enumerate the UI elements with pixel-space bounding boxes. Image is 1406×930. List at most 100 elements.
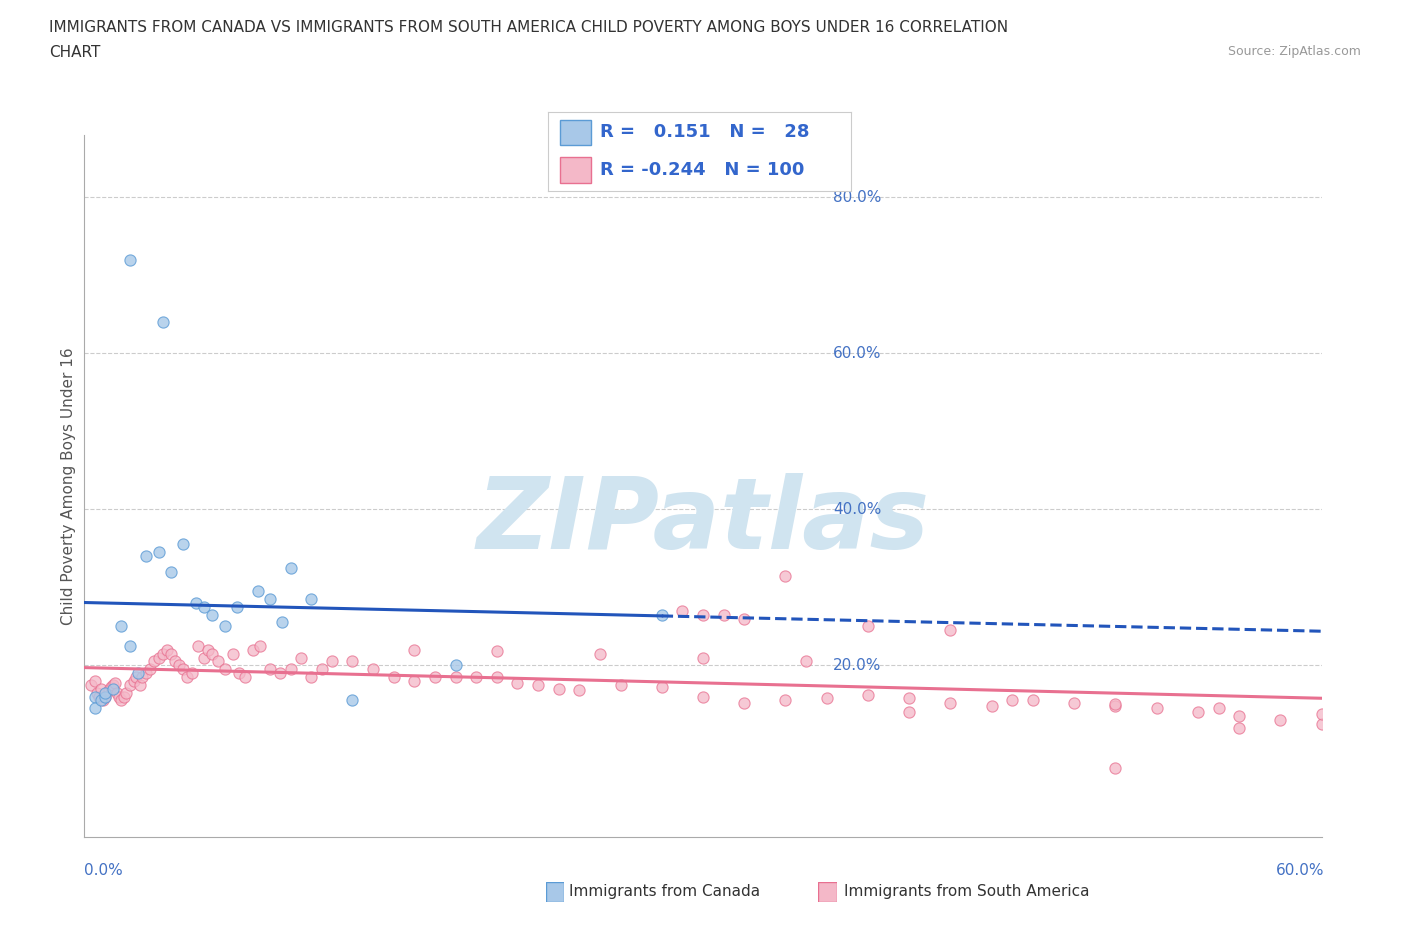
Point xyxy=(98,683,121,698)
Point xyxy=(90,682,112,697)
Point xyxy=(129,677,152,692)
Point xyxy=(201,607,224,622)
Point xyxy=(94,689,117,704)
Point xyxy=(939,623,962,638)
Point xyxy=(94,689,117,704)
Point xyxy=(815,691,838,706)
Point xyxy=(506,675,529,690)
Point xyxy=(423,670,446,684)
Point xyxy=(139,662,162,677)
Point xyxy=(242,643,264,658)
Point xyxy=(87,689,110,704)
Point xyxy=(118,638,141,653)
Point xyxy=(83,673,105,688)
Point xyxy=(280,662,302,677)
Point xyxy=(226,600,249,615)
Point xyxy=(444,658,467,672)
Point xyxy=(193,650,215,665)
Point xyxy=(86,685,108,700)
Point xyxy=(775,693,797,708)
Point xyxy=(148,545,170,560)
Point xyxy=(125,670,148,684)
Point xyxy=(898,691,921,706)
Point xyxy=(104,675,127,690)
Point xyxy=(187,638,209,653)
Point xyxy=(1146,701,1168,716)
Point xyxy=(1022,693,1045,708)
Point xyxy=(201,646,224,661)
Point xyxy=(1104,697,1126,711)
Text: 40.0%: 40.0% xyxy=(832,502,882,517)
Point xyxy=(1063,696,1085,711)
Point xyxy=(271,615,294,630)
Point xyxy=(651,680,673,695)
Point xyxy=(160,646,183,661)
Point xyxy=(485,670,508,684)
Point xyxy=(79,677,101,692)
Point xyxy=(90,693,112,708)
Point xyxy=(775,568,797,583)
Point xyxy=(83,689,105,704)
Text: ZIPatlas: ZIPatlas xyxy=(477,472,929,569)
Point xyxy=(233,670,256,684)
Point xyxy=(91,693,114,708)
Point xyxy=(105,685,128,700)
Text: Source: ZipAtlas.com: Source: ZipAtlas.com xyxy=(1227,45,1361,58)
Point xyxy=(156,643,179,658)
Point xyxy=(152,314,174,329)
Point xyxy=(1227,721,1250,736)
Point xyxy=(118,677,141,692)
Point xyxy=(692,689,714,704)
Point xyxy=(110,693,132,708)
Bar xyxy=(561,157,591,182)
Point xyxy=(172,537,194,551)
Point xyxy=(1187,705,1209,720)
Point xyxy=(651,607,673,622)
Point xyxy=(103,682,125,697)
Point xyxy=(108,689,131,704)
Point xyxy=(299,591,322,606)
Bar xyxy=(561,120,591,145)
Point xyxy=(1104,761,1126,776)
Point xyxy=(465,670,488,684)
Text: Immigrants from Canada: Immigrants from Canada xyxy=(569,884,761,899)
Point xyxy=(127,666,149,681)
Point xyxy=(103,677,125,692)
Point xyxy=(404,673,426,688)
Point xyxy=(228,666,250,681)
Point xyxy=(180,666,202,681)
Point xyxy=(176,670,198,684)
Point xyxy=(269,666,291,681)
Point xyxy=(259,591,281,606)
Point xyxy=(1227,709,1250,724)
Point xyxy=(856,687,879,702)
Point xyxy=(1270,712,1292,727)
Point xyxy=(114,685,136,700)
Y-axis label: Child Poverty Among Boys Under 16: Child Poverty Among Boys Under 16 xyxy=(60,347,76,625)
Point xyxy=(1310,706,1333,721)
Point xyxy=(165,654,187,669)
Point xyxy=(184,595,207,610)
Point xyxy=(609,677,631,692)
Point xyxy=(143,654,166,669)
Point xyxy=(160,565,183,579)
Text: 20.0%: 20.0% xyxy=(832,658,882,673)
Point xyxy=(444,670,467,684)
Point xyxy=(898,705,921,720)
Point xyxy=(939,696,962,711)
Point xyxy=(794,654,817,669)
Point xyxy=(246,584,269,599)
Point xyxy=(249,638,271,653)
Point xyxy=(382,670,405,684)
Point xyxy=(485,644,508,658)
Point xyxy=(589,646,612,661)
Point xyxy=(342,654,364,669)
Point xyxy=(207,654,229,669)
Point xyxy=(733,611,755,626)
Point xyxy=(1104,698,1126,713)
Point xyxy=(214,662,236,677)
Point xyxy=(290,650,312,665)
Text: Immigrants from South America: Immigrants from South America xyxy=(844,884,1090,899)
Point xyxy=(856,619,879,634)
Point xyxy=(172,662,194,677)
